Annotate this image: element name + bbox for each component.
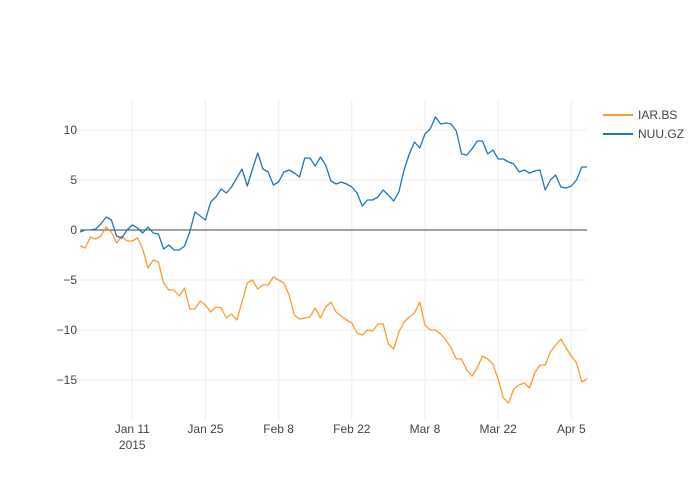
x-tick-year-label: 2015 <box>119 438 146 452</box>
legend-label: NUU.GZ <box>638 127 684 141</box>
legend-item-nuu-gz[interactable]: NUU.GZ <box>603 127 684 141</box>
series-line-iar-bs <box>79 226 588 404</box>
x-tick-label: Jan 25 <box>187 422 223 436</box>
plot-area <box>79 116 588 404</box>
x-tick-label: Feb 8 <box>263 422 294 436</box>
series-line-nuu-gz <box>79 116 587 251</box>
x-tick-label: Mar 8 <box>410 422 441 436</box>
y-tick-label: 0 <box>70 223 77 237</box>
y-tick-label: 5 <box>70 173 77 187</box>
y-tick-label: −15 <box>57 373 78 387</box>
x-tick-label: Feb 22 <box>333 422 371 436</box>
legend-label: IAR.BS <box>638 108 677 122</box>
x-axis: Jan 11 2015 Jan 25 Feb 8 Feb 22 Mar 8 Mar 22 Ap… <box>115 422 586 452</box>
x-tick-label: Apr 5 <box>557 422 586 436</box>
y-tick-label: −5 <box>63 273 77 287</box>
x-tick-label: Jan 11 <box>115 422 150 436</box>
y-tick-label: 10 <box>64 123 78 137</box>
y-tick-label: −10 <box>57 323 78 337</box>
x-tick-label: Mar 22 <box>479 422 517 436</box>
legend-item-iar-bs[interactable]: IAR.BS <box>603 108 677 122</box>
x-gridlines <box>131 100 572 420</box>
y-axis: 10 5 0 −5 −10 −15 <box>57 123 78 387</box>
legend[interactable]: IAR.BS NUU.GZ <box>603 108 684 141</box>
